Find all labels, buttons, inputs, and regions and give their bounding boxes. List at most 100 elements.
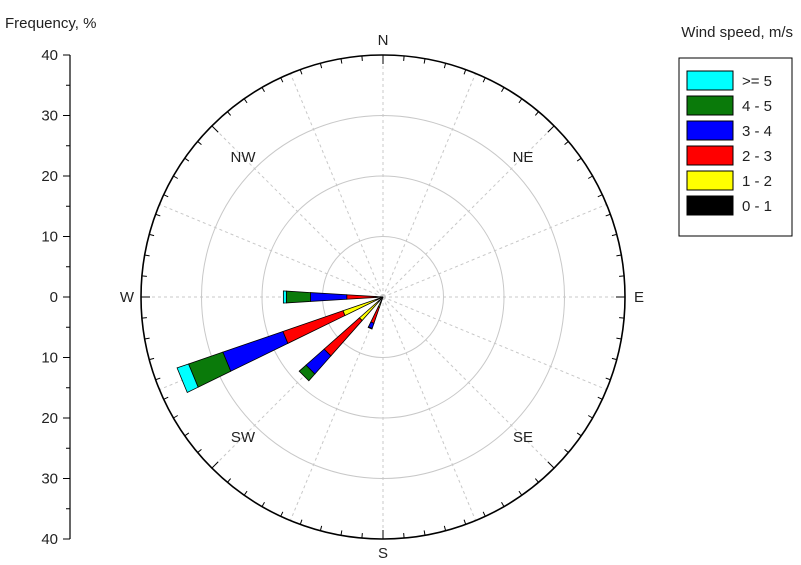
outer-tick [299,69,303,75]
outer-tick [340,530,343,536]
outer-tick [149,357,155,361]
outer-tick [280,511,284,517]
legend-swatch-2 [686,95,734,116]
frequency-tick-label: 40 [41,531,58,548]
outer-tick [261,501,265,507]
frequency-tick-label: 20 [41,168,58,185]
legend-swatch-3 [686,120,734,141]
petal-3-segment-4 [222,330,289,372]
grid-spoke-2 [382,73,477,298]
frequency-tick-label: 20 [41,410,58,427]
grid-spoke-4 [382,203,607,298]
outer-tick [534,111,539,116]
frequency-tick-label: 40 [41,47,58,64]
outer-tick [587,175,593,179]
outer-tick [211,125,219,133]
outer-tick [319,525,323,531]
legend-label-5: 1 - 2 [742,173,772,190]
outer-tick [547,461,555,469]
outer-tick [611,233,617,237]
outer-tick [443,525,447,531]
outer-tick [616,254,622,257]
direction-label-sw: SW [231,429,256,446]
outer-tick [587,415,593,419]
legend-label-2: 4 - 5 [742,98,772,115]
outer-tick [463,69,467,75]
outer-tick [340,58,343,64]
outer-tick [501,87,505,93]
outer-tick [243,98,248,104]
legend-label-1: >= 5 [742,73,772,90]
petal-2-segment-3 [323,317,363,357]
outer-tick [482,77,486,83]
grid-spoke-14 [159,203,384,298]
outer-tick [611,357,617,361]
frequency-tick-label: 30 [41,108,58,125]
outer-tick [605,213,611,217]
outer-tick [518,490,523,496]
petal-4-segment-3 [346,294,377,300]
direction-label-nw: NW [230,149,256,166]
outer-tick [423,530,426,536]
outer-tick [597,194,603,198]
petal-1-segment-5 [367,326,373,330]
grid-spoke-7 [382,296,555,469]
outer-tick [423,58,426,64]
grid-spoke-15 [211,125,384,298]
outer-tick [547,125,555,133]
legend-swatch-1 [686,70,734,91]
outer-tick [149,233,155,237]
outer-tick [184,432,190,437]
frequency-tick-label: 10 [41,350,58,367]
outer-tick [299,519,303,525]
outer-tick [518,98,523,104]
outer-tick [576,157,582,162]
petal-4-segment-6 [282,290,287,304]
grid-spoke-16 [289,73,384,298]
outer-tick [482,511,486,517]
outer-tick [144,254,150,257]
petal-4-segment-5 [285,290,311,304]
outer-tick [564,141,569,146]
petal-2-segment-5 [298,364,316,382]
outer-tick [261,87,265,93]
grid-spoke-8 [382,296,477,521]
outer-tick [534,478,539,483]
petal-4-segment-4 [310,292,348,302]
outer-tick [597,396,603,400]
direction-label-n: N [378,32,389,49]
frequency-axis: 40 30 20 10 0 10 20 30 40 [41,47,71,548]
frequency-tick-label: 30 [41,471,58,488]
petal-3-segment-6 [176,363,199,394]
outer-tick [463,519,467,525]
grid-spoke-10 [289,296,384,521]
frequency-axis-title: Frequency, % [5,15,96,32]
outer-tick [173,415,179,419]
petal-4-segment-1 [376,296,384,298]
outer-tick [319,63,323,69]
legend-label-3: 3 - 4 [742,123,772,140]
outer-tick [605,377,611,381]
legend-label-6: 0 - 1 [742,198,772,215]
legend-swatch-6 [686,195,734,216]
legend-title: Wind speed, m/s [681,24,793,41]
wind-petals [176,290,384,394]
direction-label-e: E [634,289,644,306]
direction-label-s: S [378,545,388,562]
direction-labels: N NE E SE S SW W NW [120,32,644,562]
outer-tick [616,337,622,340]
frequency-tick-label: 0 [50,289,58,306]
legend: >= 5 4 - 5 3 - 4 2 - 3 1 - 2 0 - 1 [678,57,793,237]
outer-tick [197,141,202,146]
outer-circle [140,54,626,540]
frequency-tick-label: 10 [41,229,58,246]
grid-spoke-6 [382,296,607,391]
outer-tick [564,448,569,453]
outer-tick [501,501,505,507]
outer-tick [163,396,169,400]
legend-label-4: 2 - 3 [742,148,772,165]
grid-spoke-3 [382,125,555,298]
outer-tick [184,157,190,162]
direction-label-ne: NE [513,149,534,166]
